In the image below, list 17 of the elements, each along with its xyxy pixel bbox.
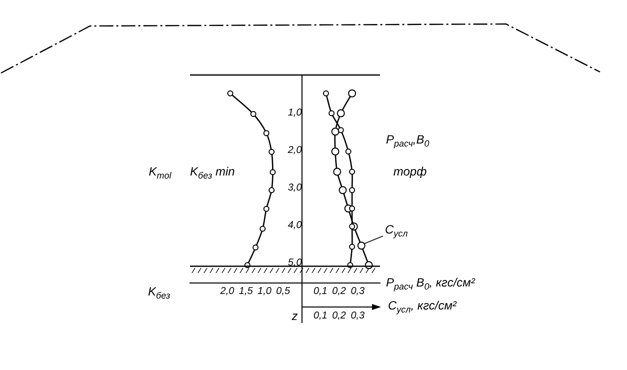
- y-tick-label: 2,0: [286, 144, 302, 156]
- x2-tick-label: 0,3: [350, 286, 366, 297]
- x2-tick-label: 0,2: [332, 286, 346, 297]
- x-tick-label: 1,5: [238, 286, 254, 297]
- x-tick-label: 2,0: [219, 286, 235, 297]
- text: торф: [393, 164, 427, 178]
- text: 0,2: [332, 310, 346, 322]
- y-axis-title: z: [290, 308, 298, 323]
- x-tick-label: 0,5: [276, 286, 291, 297]
- y-tick-label: 4,0: [288, 220, 302, 231]
- y-tick-label: 3,0: [288, 182, 302, 194]
- x-tick-label: 1,0: [258, 286, 272, 297]
- y-tick-label: 5,0: [288, 257, 302, 268]
- text: 0,1: [313, 310, 328, 322]
- y-tick-label: 1,0: [288, 107, 302, 118]
- text: 0,3: [350, 310, 365, 322]
- x2-tick-label: 0,1: [313, 286, 328, 297]
